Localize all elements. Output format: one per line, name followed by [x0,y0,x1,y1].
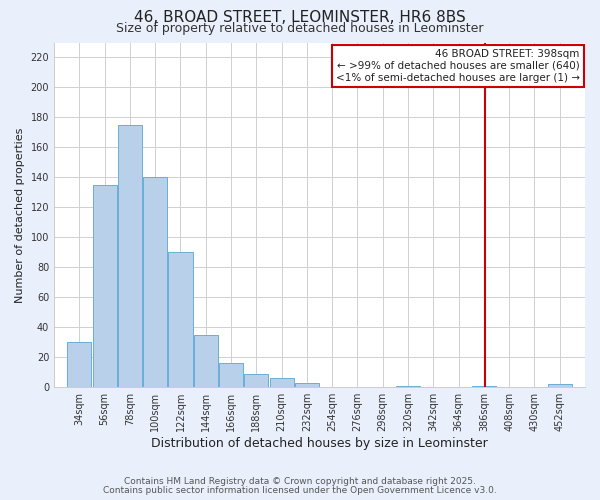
Text: 46 BROAD STREET: 398sqm
← >99% of detached houses are smaller (640)
<1% of semi-: 46 BROAD STREET: 398sqm ← >99% of detach… [335,50,580,82]
Bar [67,342,91,387]
Bar [269,378,293,387]
Bar [396,386,420,387]
Bar [92,185,116,387]
Text: 46, BROAD STREET, LEOMINSTER, HR6 8BS: 46, BROAD STREET, LEOMINSTER, HR6 8BS [134,10,466,25]
Bar [169,252,193,387]
Text: Contains HM Land Registry data © Crown copyright and database right 2025.: Contains HM Land Registry data © Crown c… [124,477,476,486]
Text: Size of property relative to detached houses in Leominster: Size of property relative to detached ho… [116,22,484,35]
Bar [194,335,218,387]
Text: Contains public sector information licensed under the Open Government Licence v3: Contains public sector information licen… [103,486,497,495]
Bar [295,382,319,387]
Bar [472,386,496,387]
Bar [143,178,167,387]
Y-axis label: Number of detached properties: Number of detached properties [15,127,25,302]
Bar [118,125,142,387]
Bar [244,374,268,387]
X-axis label: Distribution of detached houses by size in Leominster: Distribution of detached houses by size … [151,437,488,450]
Bar [219,363,243,387]
Bar [548,384,572,387]
